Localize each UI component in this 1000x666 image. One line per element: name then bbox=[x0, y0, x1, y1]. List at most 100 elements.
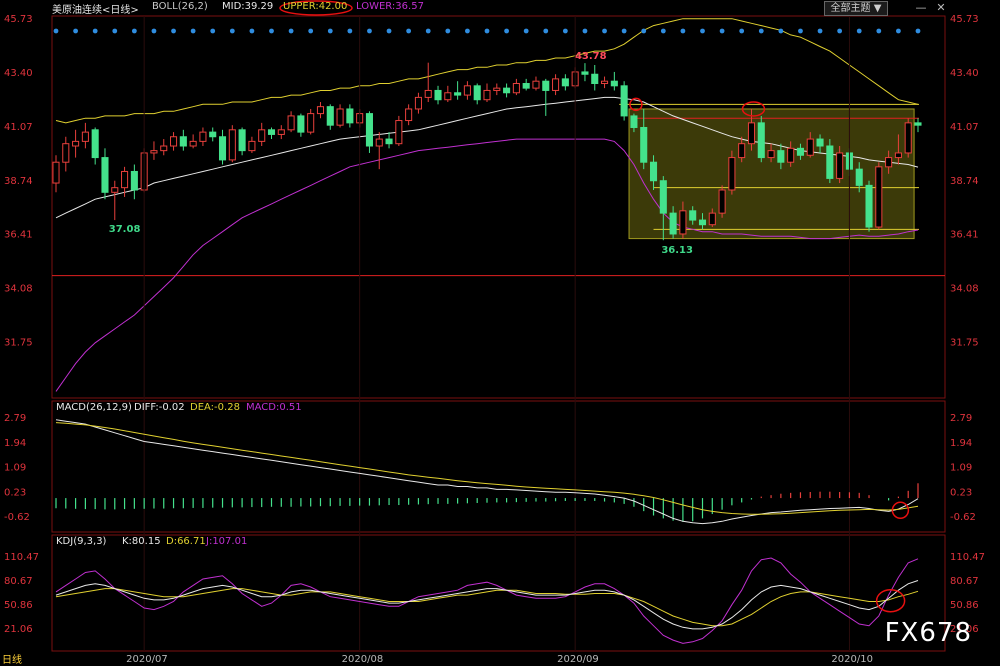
candle-body bbox=[375, 138, 383, 147]
close-button[interactable]: ✕ bbox=[936, 1, 946, 14]
kdj-y-tick-right: 50.86 bbox=[950, 600, 979, 611]
candle-body bbox=[738, 143, 746, 159]
boll-lower-value: LOWER:36.57 bbox=[356, 1, 424, 12]
theme-select-label: 全部主题 bbox=[830, 3, 871, 14]
minimize-button[interactable]: — bbox=[915, 1, 927, 14]
boll-indicator-label[interactable]: BOLL(26,2) bbox=[152, 1, 208, 12]
macd-y-tick-right: 1.94 bbox=[950, 438, 972, 449]
candle-body bbox=[787, 147, 795, 163]
candle-body bbox=[855, 168, 863, 186]
macd-hist-value: MACD:0.51 bbox=[246, 402, 302, 413]
candle-body bbox=[277, 129, 285, 135]
candle-body bbox=[218, 136, 227, 161]
candle-body bbox=[669, 212, 677, 235]
kdj-y-tick-left: 50.86 bbox=[4, 600, 33, 611]
period-tag: 日线 bbox=[2, 655, 22, 666]
candle-body bbox=[659, 180, 667, 214]
kdj-y-tick-left: 21.06 bbox=[4, 624, 33, 635]
candle-body bbox=[160, 145, 168, 152]
kdj-d-value: D:66.71 bbox=[166, 536, 206, 547]
signal-dot bbox=[680, 28, 686, 34]
macd-y-tick-right: 2.79 bbox=[950, 413, 972, 424]
x-tick-label: 2020/08 bbox=[342, 654, 384, 665]
signal-dot bbox=[621, 28, 627, 34]
candle-body bbox=[816, 138, 824, 147]
candle-body bbox=[503, 87, 511, 94]
signal-dot bbox=[171, 28, 176, 34]
candle-body bbox=[885, 157, 893, 168]
candle-body bbox=[630, 115, 638, 128]
kdj-j-line bbox=[55, 557, 919, 644]
signal-dot bbox=[484, 28, 490, 34]
signal-dot bbox=[445, 28, 451, 34]
signal-dot bbox=[73, 28, 78, 34]
candle-body bbox=[385, 138, 393, 145]
candle-body bbox=[532, 80, 540, 89]
low-annotation-july: 37.08 bbox=[109, 224, 141, 235]
kdj-header: KDJ(9,3,3) K:80.15 D:66.71 J:107.01 bbox=[0, 535, 600, 549]
candle-body bbox=[130, 170, 138, 191]
pane-frame-2 bbox=[51, 534, 946, 652]
kdj-y-tick-right: 110.47 bbox=[950, 552, 985, 563]
signal-dot bbox=[151, 28, 157, 34]
macd-y-tick-right: 0.23 bbox=[950, 487, 972, 498]
signal-dot bbox=[210, 28, 216, 34]
main-y-tick-right: 31.75 bbox=[950, 338, 979, 349]
signal-dot bbox=[92, 28, 98, 34]
candle-body bbox=[238, 129, 246, 152]
signal-dot bbox=[406, 28, 412, 34]
candle-body bbox=[228, 129, 236, 161]
candle-body bbox=[444, 92, 452, 101]
candle-body bbox=[463, 85, 471, 96]
candle-body bbox=[424, 89, 432, 98]
candle-body bbox=[121, 170, 129, 189]
candle-body bbox=[561, 78, 569, 87]
macd-name: MACD(26,12,9) bbox=[56, 402, 132, 413]
candle-body bbox=[826, 145, 834, 179]
main-y-tick-left: 41.07 bbox=[4, 122, 33, 133]
candle-body bbox=[297, 115, 305, 133]
signal-dot bbox=[229, 28, 235, 34]
signal-dot bbox=[465, 28, 470, 34]
signal-dot bbox=[425, 28, 431, 34]
candle-body bbox=[170, 136, 178, 147]
main-y-tick-left: 45.73 bbox=[4, 14, 33, 25]
signal-dot bbox=[386, 28, 392, 34]
signal-dot bbox=[641, 28, 647, 34]
top-bar: 美原油连续<日线> BOLL(26,2) MID:39.29 UPPER:42.… bbox=[0, 0, 1000, 16]
watermark: FX678 bbox=[884, 618, 972, 648]
main-y-tick-right: 34.08 bbox=[950, 284, 979, 295]
main-y-tick-right: 36.41 bbox=[950, 230, 979, 241]
macd-dea-line bbox=[55, 422, 919, 515]
candle-body bbox=[552, 78, 560, 91]
candle-body bbox=[326, 106, 334, 126]
candle-body bbox=[728, 157, 736, 191]
candle-body bbox=[914, 122, 922, 126]
signal-dot bbox=[112, 28, 118, 34]
chevron-down-icon: ▼ bbox=[873, 3, 882, 14]
main-y-tick-left: 38.74 bbox=[4, 176, 33, 187]
theme-select-button[interactable]: 全部主题 ▼ bbox=[824, 1, 888, 16]
signal-dot bbox=[837, 28, 843, 34]
candle-body bbox=[81, 131, 89, 142]
macd-y-tick-left: 1.94 bbox=[4, 438, 26, 449]
candle-body bbox=[72, 140, 80, 147]
main-y-tick-right: 41.07 bbox=[950, 122, 979, 133]
kdj-k-value: K:80.15 bbox=[122, 536, 161, 547]
candle-body bbox=[434, 89, 442, 101]
candle-body bbox=[591, 73, 599, 85]
candle-body bbox=[875, 166, 883, 228]
signal-dot bbox=[249, 28, 255, 34]
signal-dot bbox=[131, 28, 137, 34]
kdj-cross-circle bbox=[875, 588, 906, 613]
candle-body bbox=[150, 150, 158, 154]
candle-body bbox=[601, 80, 609, 85]
candle-body bbox=[52, 161, 60, 184]
candle-body bbox=[708, 212, 716, 226]
macd-y-tick-left: 2.79 bbox=[4, 413, 26, 424]
kdj-y-tick-right: 21.06 bbox=[950, 624, 979, 635]
candle-body bbox=[346, 108, 354, 124]
signal-dot bbox=[504, 28, 509, 34]
candle-body bbox=[806, 138, 814, 156]
candle-body bbox=[414, 96, 422, 110]
